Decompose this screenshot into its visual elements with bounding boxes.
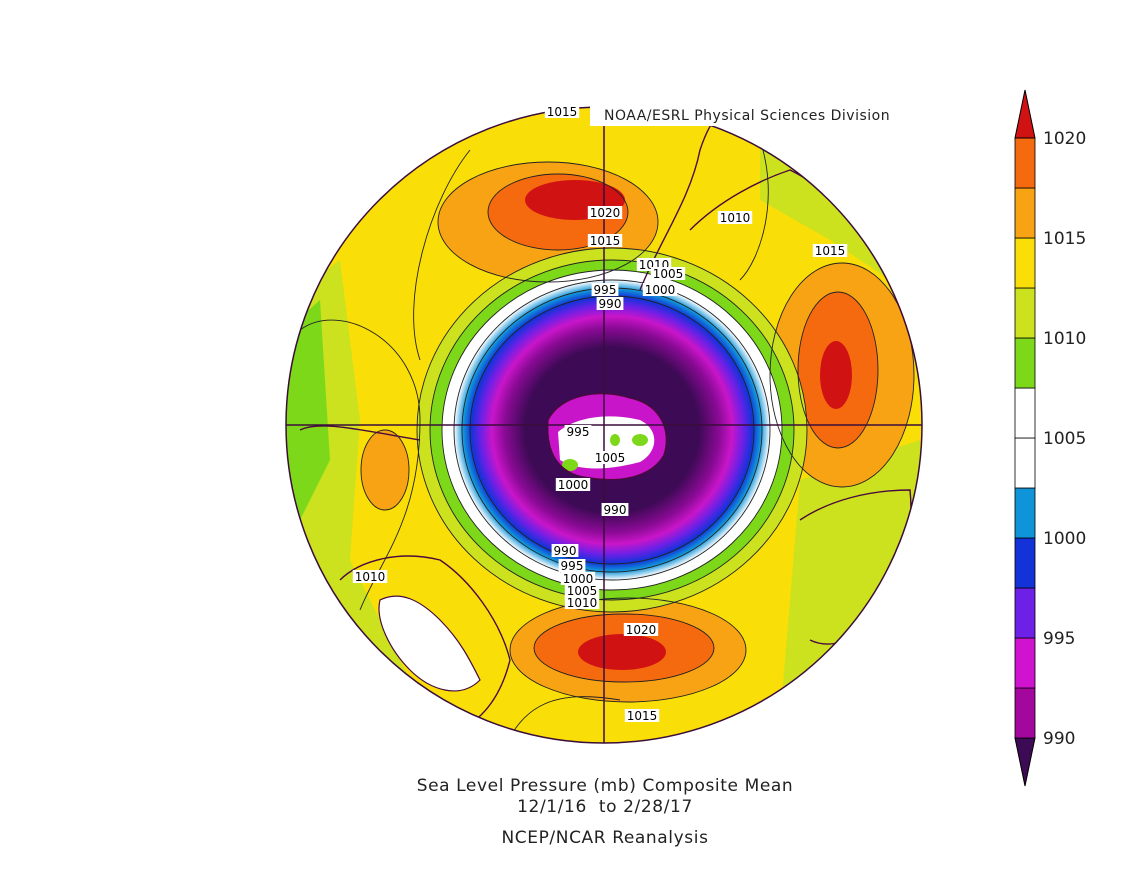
contour-label: 1020	[626, 623, 657, 637]
contour-label-bg	[592, 451, 628, 464]
colorbar-segment	[1014, 237, 1036, 289]
contour-label-bg	[624, 709, 660, 722]
contour-label-bg	[601, 503, 629, 516]
contour-label: 1000	[563, 572, 594, 586]
plateau-spot-1	[562, 459, 578, 471]
contour-label-bg	[642, 283, 678, 296]
colorbar-max-arrow	[1014, 89, 1036, 139]
high-west-small	[361, 430, 409, 510]
colorbar-segment	[1014, 637, 1036, 689]
colorbar-segment	[1014, 387, 1036, 439]
contour-label: 995	[594, 283, 617, 297]
contour-label-bg	[564, 596, 600, 609]
plateau-spot-2	[632, 434, 648, 446]
colorbar-tick-label: 1010	[1043, 329, 1086, 349]
colorbar-tick-label: 995	[1043, 629, 1075, 649]
contour-label: 1020	[590, 206, 621, 220]
colorbar-tick-label: 1005	[1043, 429, 1086, 449]
colorbar-tick-label: 1015	[1043, 229, 1086, 249]
contour-label-bg	[544, 105, 580, 118]
contour-label: 1015	[815, 244, 846, 258]
colorbar-segment	[1014, 337, 1036, 389]
colorbar-tick-label: 990	[1043, 729, 1075, 749]
contour-label-bg	[560, 572, 596, 585]
colorbar-segment	[1014, 437, 1036, 489]
contour-label: 1015	[590, 234, 621, 248]
contour-label-bg	[558, 559, 586, 572]
contour-label: 1000	[645, 283, 676, 297]
colorbar-tick-label: 1020	[1043, 129, 1086, 149]
contour-label: 1005	[653, 267, 684, 281]
polar-map	[286, 107, 922, 743]
contour-label-bg	[591, 283, 619, 296]
colorbar-tick-label: 1000	[1043, 529, 1086, 549]
caption-date-range: 12/1/16 to 2/28/17	[517, 797, 693, 817]
colorbar-legend: 990 995 1000 1005 1010 1015 1020	[1014, 89, 1086, 787]
contour-label: 1015	[627, 709, 658, 723]
contour-label-bg	[596, 297, 624, 310]
contour-label-bg	[564, 425, 592, 438]
plateau-spot-3	[610, 434, 620, 446]
contour-label-bg	[623, 623, 659, 636]
contour-label: 995	[561, 559, 584, 573]
colorbar-segment	[1014, 587, 1036, 639]
colorbar-segment	[1014, 537, 1036, 589]
contour-label-bg	[564, 584, 600, 597]
contour-label: 1005	[567, 584, 598, 598]
contour-label: 1010	[567, 596, 598, 610]
contour-label: 1015	[547, 105, 578, 119]
contour-label: 990	[554, 544, 577, 558]
caption-source: NCEP/NCAR Reanalysis	[501, 828, 709, 848]
contour-labels: 1015102010151010101510101005100099599099…	[352, 105, 848, 723]
colorbar-segment	[1014, 287, 1036, 339]
colorbar-segment	[1014, 187, 1036, 239]
contour-label: 1010	[720, 211, 751, 225]
contour-label-bg	[587, 206, 623, 219]
colorbar-segment	[1014, 137, 1036, 189]
colorbar-segment	[1014, 687, 1036, 739]
contour-label-bg	[812, 244, 848, 257]
contour-label: 995	[567, 425, 590, 439]
contour-label: 1000	[558, 478, 589, 492]
contour-label-bg	[587, 234, 623, 247]
contour-label: 1005	[595, 451, 626, 465]
contour-label-bg	[352, 570, 388, 583]
high-east-core	[820, 341, 852, 409]
colorbar-segment	[1014, 487, 1036, 539]
green-band-west	[286, 300, 330, 540]
colorbar-min-arrow	[1014, 737, 1036, 787]
contour-label-bg	[650, 267, 686, 280]
south-america-low-elevation	[378, 595, 481, 692]
caption-title: Sea Level Pressure (mb) Composite Mean	[416, 776, 794, 796]
credit-label: NOAA/ESRL Physical Sciences Division	[590, 106, 944, 126]
contour-label: 1010	[355, 570, 386, 584]
contour-label-bg	[717, 211, 753, 224]
contour-label: 990	[604, 503, 627, 517]
contour-label: 990	[599, 297, 622, 311]
contour-label-bg	[555, 478, 591, 491]
high-south-core	[578, 634, 666, 670]
contour-label-bg	[551, 544, 579, 557]
